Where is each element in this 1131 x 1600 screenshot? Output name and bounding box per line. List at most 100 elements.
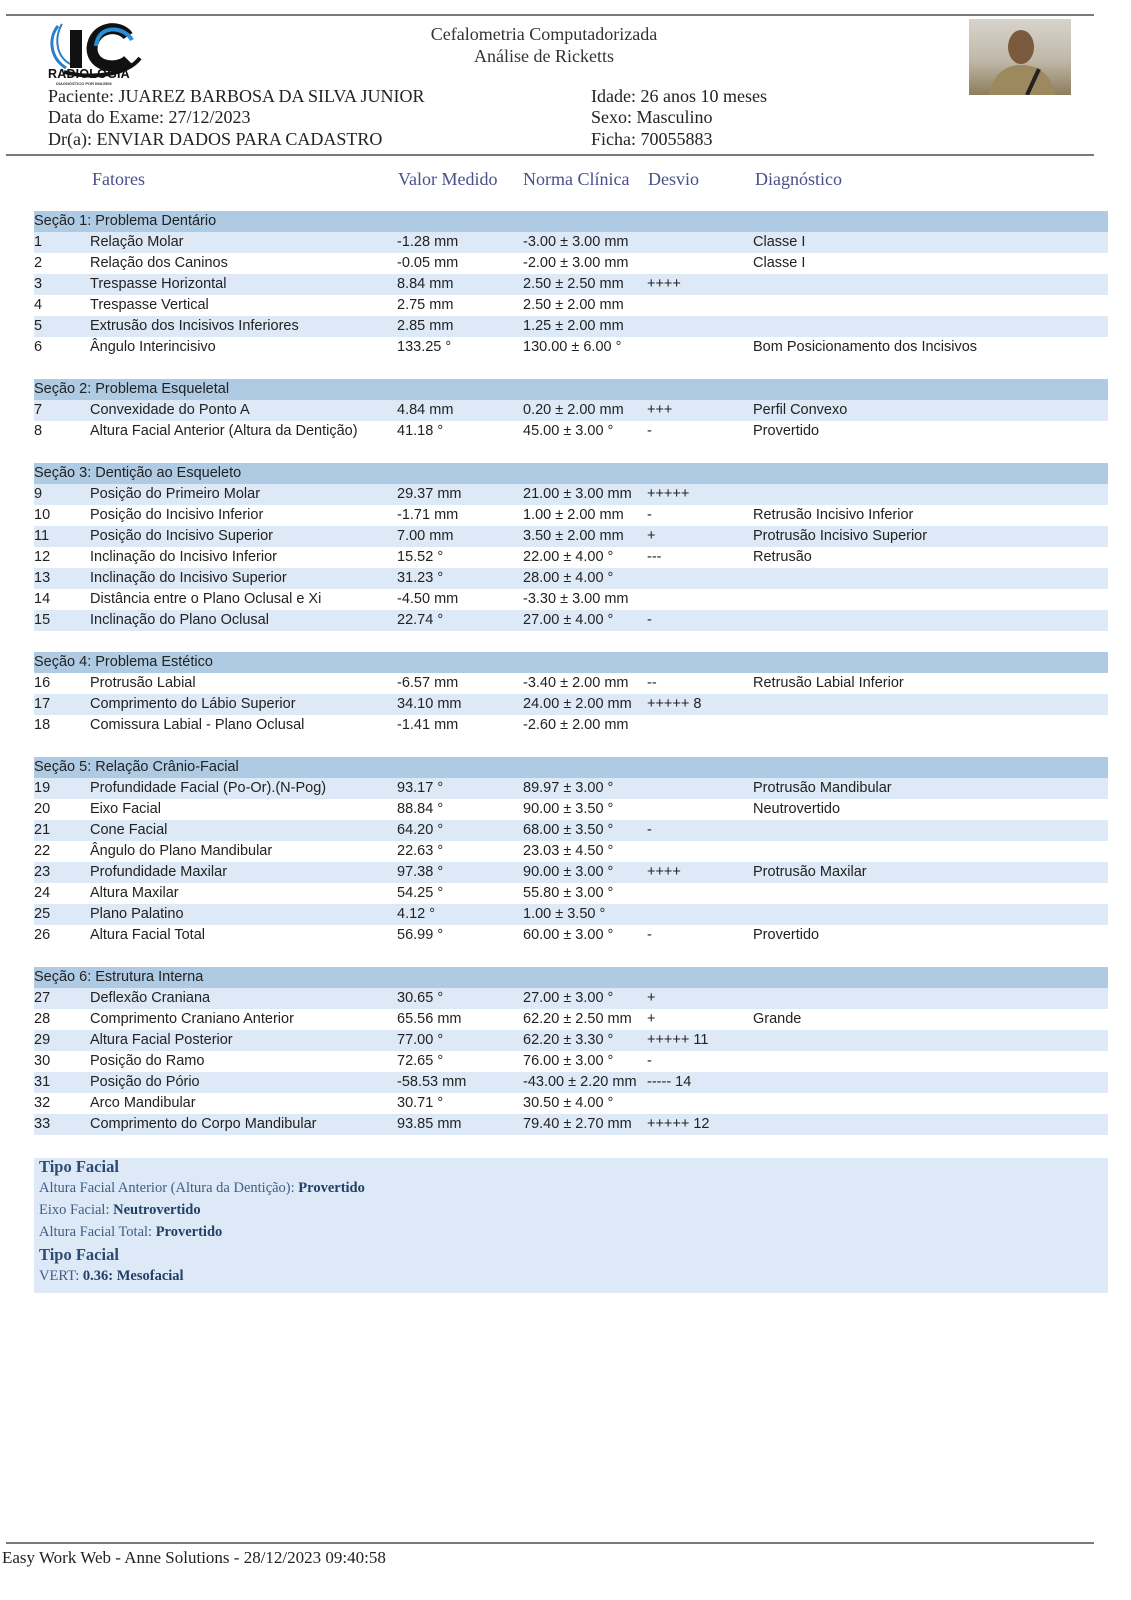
row-number: 15	[34, 612, 51, 628]
row-number: 8	[34, 423, 43, 439]
row-number: 25	[34, 906, 51, 922]
table-row: 33 Comprimento do Corpo Mandibular 93.85 m…	[34, 1114, 1108, 1135]
factor-name: Comprimento do Lábio Superior	[90, 696, 296, 712]
factor-name: Posição do Primeiro Molar	[90, 486, 261, 502]
row-number: 6	[34, 339, 43, 355]
summary-label: Altura Facial Anterior (Altura da Dentiç…	[39, 1180, 299, 1196]
deviation: -	[647, 927, 652, 943]
clinical-norm: 55.80 ± 3.00 °	[523, 885, 614, 901]
table-row: 21 Cone Facial 64.20 ° 68.00 ± 3.50 ° -	[34, 820, 1108, 841]
factor-name: Altura Facial Total	[90, 927, 205, 943]
summary-item: Altura Facial Total: Provertido	[39, 1224, 222, 1241]
measured-value: 97.38 °	[397, 864, 444, 880]
table-row: 17 Comprimento do Lábio Superior 34.10 mm 2…	[34, 694, 1108, 715]
section-title: Seção 4: Problema Estético	[34, 654, 213, 670]
clinical-norm: 68.00 ± 3.50 °	[523, 822, 614, 838]
section-header: Seção 6: Estrutura Interna	[34, 967, 1108, 988]
clinical-norm: 24.00 ± 2.00 mm	[523, 696, 632, 712]
factor-name: Posição do Ramo	[90, 1053, 205, 1069]
row-number: 4	[34, 297, 43, 313]
facial-type-summary: Tipo Facial Altura Facial Anterior (Altu…	[34, 1157, 1108, 1293]
table-row: 23 Profundidade Maxilar 97.38 ° 90.00 ± 3.0…	[34, 862, 1108, 883]
deviation: ---	[647, 549, 662, 565]
table-row: 2 Relação dos Caninos -0.05 mm -2.00 ± 3.00…	[34, 253, 1108, 274]
measured-value: 88.84 °	[397, 801, 444, 817]
factor-name: Deflexão Craniana	[90, 990, 211, 1006]
summary-item: Eixo Facial: Neutrovertido	[39, 1202, 201, 1219]
clinical-norm: -3.40 ± 2.00 mm	[523, 675, 629, 691]
deviation: +++++ 11	[647, 1032, 709, 1048]
clinical-norm: 27.00 ± 3.00 °	[523, 990, 614, 1006]
clinical-norm: -43.00 ± 2.20 mm	[523, 1074, 637, 1090]
summary-label: Eixo Facial:	[39, 1202, 114, 1218]
row-number: 19	[34, 780, 51, 796]
measured-value: 15.52 °	[397, 549, 444, 565]
row-number: 12	[34, 549, 51, 565]
table-row: 19 Profundidade Facial (Po-Or).(N-Pog) 93.…	[34, 778, 1108, 799]
row-number: 14	[34, 591, 51, 607]
factor-name: Trespasse Horizontal	[90, 276, 227, 292]
clinical-norm: 90.00 ± 3.00 °	[523, 864, 614, 880]
row-number: 21	[34, 822, 51, 838]
report-title: Cefalometria Computadorizada	[430, 24, 658, 44]
table-row: 16 Protrusão Labial -6.57 mm -3.40 ± 2.00 m…	[34, 673, 1108, 694]
section-spacer	[34, 631, 1108, 652]
vert-value: 0.36: Mesofacial	[82, 1268, 184, 1284]
col-norm: Norma Clínica	[523, 169, 630, 189]
diagnosis: Neutrovertido	[753, 801, 841, 817]
deviation: ++++	[647, 276, 681, 292]
measured-value: 54.25 °	[397, 885, 444, 901]
factor-name: Posição do Pório	[90, 1074, 200, 1090]
measured-value: -1.28 mm	[397, 234, 459, 250]
summary-heading: Tipo Facial	[39, 1245, 119, 1264]
measured-value: 22.63 °	[397, 843, 444, 859]
measured-value: 30.65 °	[397, 990, 444, 1006]
factor-name: Comprimento Craniano Anterior	[90, 1011, 294, 1027]
row-number: 10	[34, 507, 51, 523]
clinical-norm: -3.00 ± 3.00 mm	[523, 234, 629, 250]
section-spacer	[34, 946, 1108, 967]
table-row: 26 Altura Facial Total 56.99 ° 60.00 ± 3.00…	[34, 925, 1108, 946]
section-spacer	[34, 736, 1108, 757]
row-number: 3	[34, 276, 43, 292]
diagnosis: Retrusão Labial Inferior	[753, 675, 904, 691]
diagnosis: Provertido	[753, 423, 820, 439]
clinical-norm: 3.50 ± 2.00 mm	[523, 528, 624, 544]
diagnosis: Provertido	[753, 927, 820, 943]
measured-value: -58.53 mm	[397, 1074, 467, 1090]
row-number: 33	[34, 1116, 51, 1132]
measured-value: -0.05 mm	[397, 255, 459, 271]
row-number: 1	[34, 234, 43, 250]
factor-name: Profundidade Facial (Po-Or).(N-Pog)	[90, 780, 327, 796]
deviation: -	[647, 822, 652, 838]
section-title: Seção 5: Relação Crânio-Facial	[34, 759, 239, 775]
logo-text: RADIOLOGIA	[48, 67, 130, 81]
measured-value: 65.56 mm	[397, 1011, 462, 1027]
row-number: 7	[34, 402, 43, 418]
factor-name: Altura Maxilar	[90, 885, 179, 901]
measured-value: 7.00 mm	[397, 528, 454, 544]
row-number: 17	[34, 696, 51, 712]
row-number: 26	[34, 927, 51, 943]
measured-value: 41.18 °	[397, 423, 444, 439]
section-header: Seção 4: Problema Estético	[34, 652, 1108, 673]
factor-name: Plano Palatino	[90, 906, 184, 922]
deviation: +++++ 8	[647, 696, 702, 712]
section-header: Seção 1: Problema Dentário	[34, 211, 1108, 232]
deviation: +	[647, 528, 656, 544]
clinical-norm: 79.40 ± 2.70 mm	[523, 1116, 632, 1132]
summary-value: Neutrovertido	[113, 1202, 201, 1218]
clinical-norm: 0.20 ± 2.00 mm	[523, 402, 624, 418]
measured-value: 2.75 mm	[397, 297, 454, 313]
summary-value: Provertido	[155, 1224, 223, 1240]
factor-name: Arco Mandibular	[90, 1095, 196, 1111]
section-title: Seção 6: Estrutura Interna	[34, 969, 204, 985]
clinical-norm: 22.00 ± 4.00 °	[523, 549, 614, 565]
table-row: 27 Deflexão Craniana 30.65 ° 27.00 ± 3.00 °…	[34, 988, 1108, 1009]
footer-rule	[6, 1542, 1094, 1544]
table-row: 7 Convexidade do Ponto A 4.84 mm 0.20 ± 2.0…	[34, 400, 1108, 421]
factor-name: Eixo Facial	[90, 801, 161, 817]
row-number: 5	[34, 318, 43, 334]
record-number: Ficha: 70055883	[591, 129, 713, 149]
col-diagnosis: Diagnóstico	[755, 169, 842, 189]
